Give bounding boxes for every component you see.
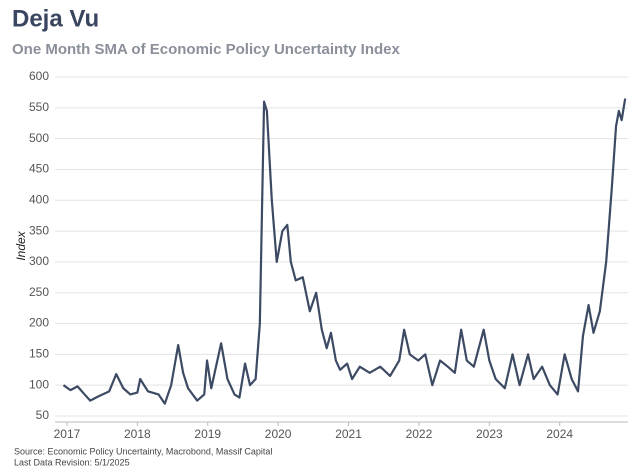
revision-note: Last Data Revision: 5/1/2025	[14, 457, 130, 467]
chart-title: Deja Vu	[12, 5, 99, 32]
x-tick-label: 2023	[476, 427, 503, 441]
y-tick-label: 150	[29, 347, 49, 361]
y-tick-label: 350	[29, 223, 49, 237]
y-tick-label: 100	[29, 377, 49, 391]
x-tick-label: 2017	[54, 427, 81, 441]
chart-subtitle: One Month SMA of Economic Policy Uncerta…	[12, 41, 400, 58]
data-line	[62, 98, 627, 405]
x-tick-label: 2018	[124, 427, 151, 441]
x-tick-label: 2021	[335, 427, 362, 441]
y-tick-label: 500	[29, 131, 49, 145]
x-tick-label: 2022	[406, 427, 433, 441]
x-tick-label: 2024	[546, 427, 573, 441]
y-tick-label: 600	[29, 69, 49, 83]
y-axis-label: Index	[14, 230, 28, 260]
y-tick-label: 300	[29, 254, 49, 268]
y-tick-label: 200	[29, 316, 49, 330]
y-tick-label: 250	[29, 285, 49, 299]
x-tick-label: 2020	[265, 427, 292, 441]
y-tick-label: 400	[29, 192, 49, 206]
y-tick-label: 450	[29, 162, 49, 176]
y-tick-label: 50	[36, 408, 50, 422]
y-tick-label: 550	[29, 100, 49, 114]
source-note: Source: Economic Policy Uncertainty, Mac…	[14, 446, 272, 456]
x-tick-label: 2019	[194, 427, 221, 441]
